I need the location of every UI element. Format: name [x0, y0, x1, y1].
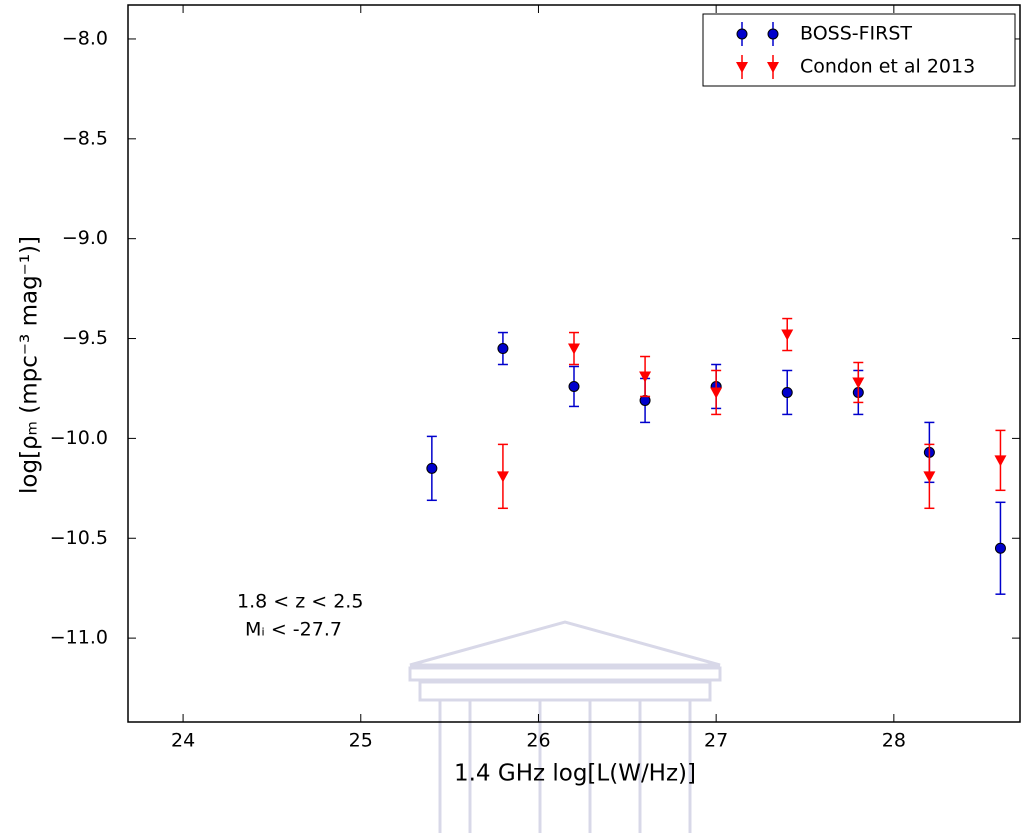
legend-marker: [736, 62, 748, 73]
legend-marker: [767, 62, 779, 73]
legend-box: [702, 13, 1016, 87]
x-axis-label: 1.4 GHz log[L(W/Hz)]: [454, 761, 696, 787]
point: [496, 471, 509, 483]
y-tick-label: −11.0: [50, 627, 108, 649]
watermark: [408, 620, 722, 833]
point: [639, 371, 652, 383]
y-tick-label: −8.0: [62, 27, 108, 49]
point: [994, 455, 1007, 467]
legend-label: Condon et al 2013: [800, 56, 975, 78]
annotation: 1.8 < z < 2.5: [237, 591, 363, 613]
point: [426, 462, 438, 474]
x-tick-label: 26: [526, 730, 550, 752]
y-axis-label: log[ρₘ (mpc⁻³ mag⁻¹)]: [17, 236, 43, 494]
point: [923, 471, 936, 483]
y-tick-label: −9.5: [62, 327, 108, 349]
x-tick-label: 24: [171, 730, 195, 752]
y-tick-label: −10.5: [50, 527, 108, 549]
y-tick-label: −10.0: [50, 427, 108, 449]
x-tick-label: 25: [349, 730, 373, 752]
point: [568, 380, 580, 392]
point: [781, 386, 793, 398]
annotation: Mᵢ < -27.7: [245, 619, 342, 641]
x-tick-label: 28: [882, 730, 906, 752]
point: [852, 377, 865, 389]
legend-label: BOSS-FIRST: [800, 23, 912, 45]
y-tick-label: −8.5: [62, 127, 108, 149]
point: [497, 343, 509, 355]
point: [568, 343, 580, 355]
legend-marker: [736, 28, 748, 40]
point: [781, 329, 794, 341]
y-tick-label: −9.0: [62, 227, 108, 249]
plot-frame: [127, 4, 1021, 723]
point: [710, 387, 723, 399]
legend-marker: [767, 28, 779, 40]
x-tick-label: 27: [704, 730, 728, 752]
point: [994, 542, 1006, 554]
